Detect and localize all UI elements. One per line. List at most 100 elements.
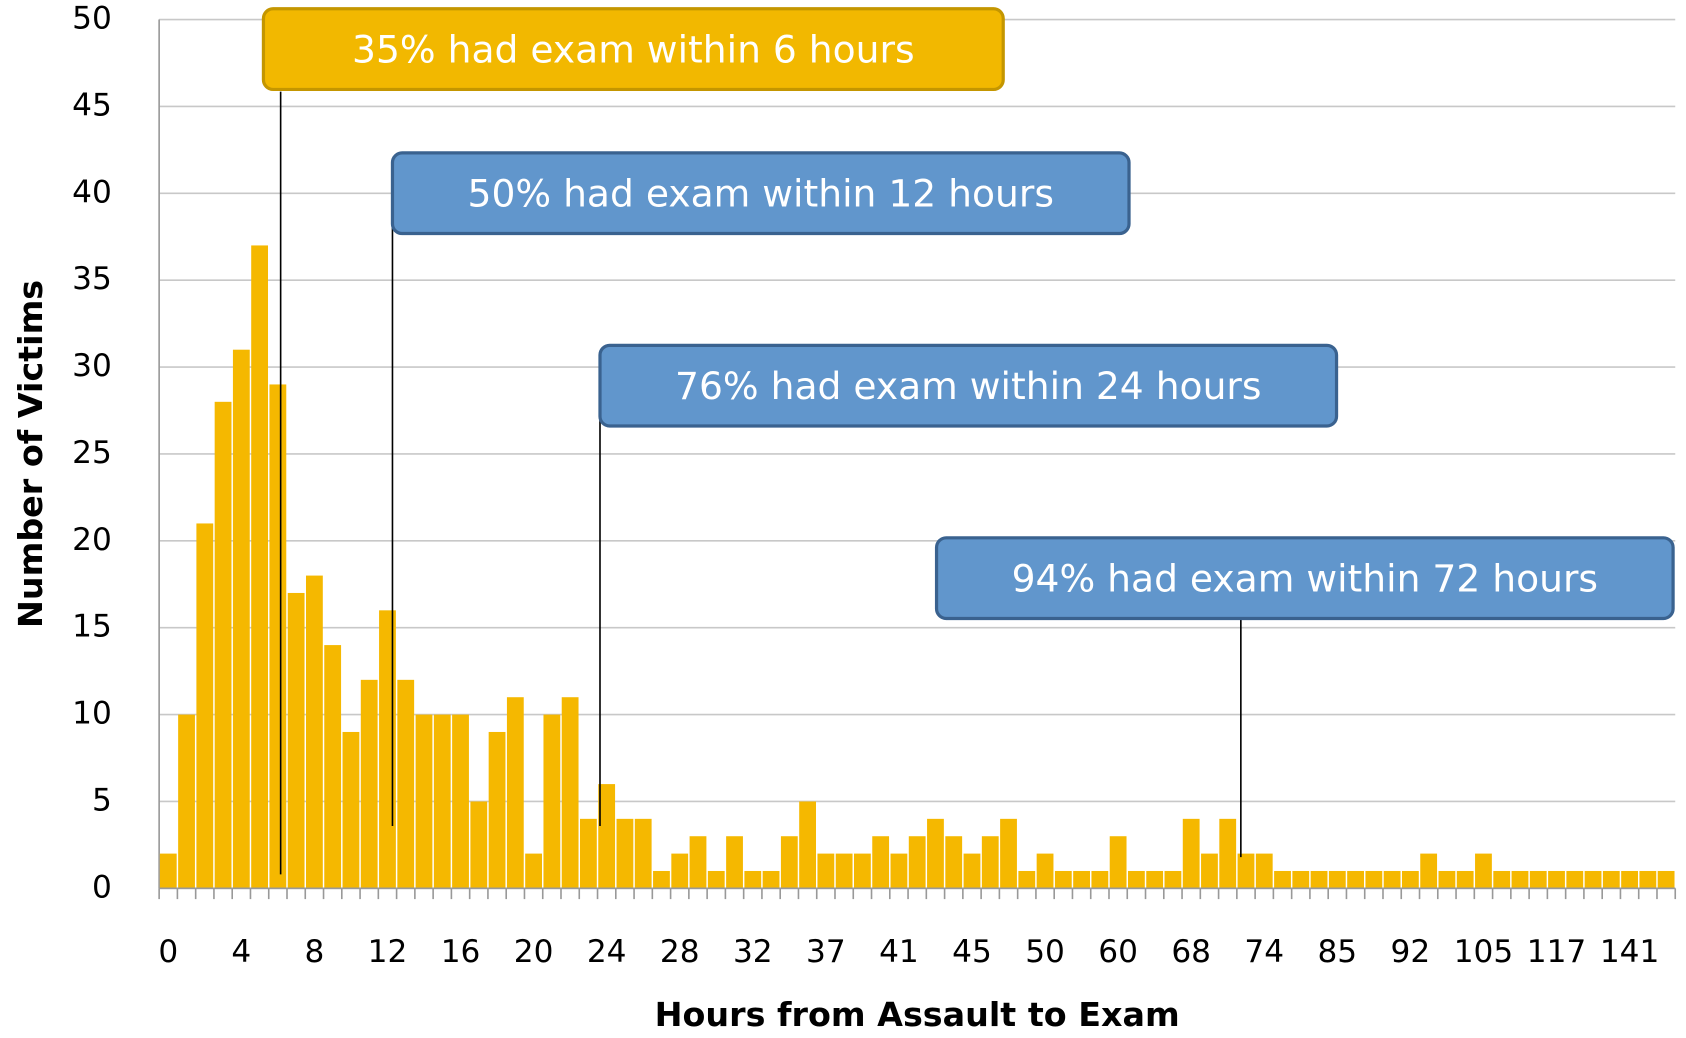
bar [981,836,999,889]
bar [1621,870,1638,889]
bar [1237,853,1255,889]
x-tick-label: 85 [1317,934,1357,970]
annotation-box [934,536,1675,621]
y-tick-label: 30 [72,348,112,384]
bar [963,853,981,889]
bar [506,697,524,889]
bar [1219,818,1237,889]
bar [159,853,177,889]
bar [1347,870,1364,889]
annotation-text: 35% had exam within 6 hours [352,27,915,71]
x-tick-label: 68 [1171,934,1211,970]
bar [1328,870,1346,889]
x-tick-label: 24 [587,934,627,970]
y-axis-title: Number of Victims [11,280,50,628]
bar [1365,870,1383,889]
bar [1054,870,1072,889]
x-tick-label: 37 [806,934,846,970]
bar [488,731,506,889]
annotation-text: 94% had exam within 72 hours [1012,556,1598,600]
x-tick-label: 105 [1454,934,1514,970]
x-tick-label: 74 [1244,934,1284,970]
bar [178,714,195,889]
bar [1292,870,1310,889]
annotation-text: 76% had exam within 24 hours [675,364,1261,408]
y-tick-label: 10 [72,696,112,732]
bar [415,714,433,889]
bar [561,697,579,889]
bar [762,870,780,889]
bar [1109,836,1127,889]
bar [251,245,269,889]
y-tick-label: 20 [72,522,112,558]
bar [342,731,360,889]
bar [1000,818,1017,889]
x-tick-label: 16 [441,934,481,970]
bar [835,853,853,889]
x-tick-label: 32 [733,934,773,970]
y-tick-label: 5 [92,782,112,818]
bar [1548,870,1565,889]
y-tick-label: 25 [72,435,112,471]
y-tick-label: 0 [92,869,112,905]
bar [1420,853,1438,889]
annotation-text: 50% had exam within 12 hours [468,171,1054,215]
bar [287,592,305,889]
x-tick-label: 141 [1600,934,1660,970]
bar [196,523,214,889]
bar [1566,870,1584,889]
bar [1493,870,1511,889]
bar [744,870,762,889]
bar [1255,853,1273,889]
x-tick-label: 41 [879,934,919,970]
y-tick-label: 40 [72,174,112,210]
bar [780,836,798,889]
bar [1274,870,1291,889]
bar [305,575,323,889]
x-tick-label: 60 [1098,934,1138,970]
bar [598,784,616,889]
bar [1529,870,1547,889]
bar [1456,870,1474,889]
bar [543,714,561,889]
bar [1310,870,1328,889]
bar [214,401,232,889]
bar [689,836,707,889]
x-axis-title: Hours from Assault to Exam [655,995,1180,1034]
bar [1091,870,1109,889]
annotation-box [390,151,1131,236]
y-tick-label: 45 [72,87,112,123]
bar [579,818,597,889]
bar [1073,870,1090,889]
bar [671,853,689,889]
bar [616,818,634,889]
bar [890,853,908,889]
bar [653,870,670,889]
bar [1182,818,1200,889]
bar [634,818,652,889]
bar [853,853,871,889]
x-tick-label: 117 [1527,934,1587,970]
y-tick-label: 50 [72,1,112,37]
bar [1383,870,1401,889]
bar [232,349,250,889]
annotation-box [598,343,1339,428]
bar [1164,870,1182,889]
x-tick-label: 0 [158,934,178,970]
x-tick-label: 50 [1025,934,1065,970]
bar [470,801,488,889]
annotation-box [261,7,1005,92]
bar [726,836,743,889]
x-tick-label: 92 [1391,934,1431,970]
bar [908,836,926,889]
x-tick-label: 28 [660,934,700,970]
y-tick-label: 35 [72,261,112,297]
bar [452,714,469,889]
bar [1127,870,1145,889]
x-tick-label: 12 [368,934,408,970]
bar [324,645,342,889]
bar [1475,853,1492,889]
bar [1602,870,1620,889]
bar [1401,870,1419,889]
